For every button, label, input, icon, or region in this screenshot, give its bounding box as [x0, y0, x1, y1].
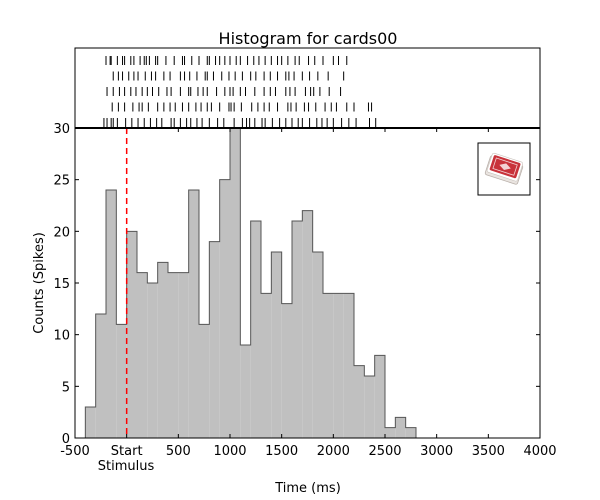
histogram-bar-5 [137, 272, 148, 438]
y-tick-label-1: 5 [62, 380, 70, 395]
histogram-bar-15 [240, 345, 251, 438]
x-tick-label-4: 1500 [265, 444, 298, 459]
histogram-bar-25 [343, 293, 354, 438]
histogram-bar-10 [188, 190, 199, 438]
histogram-bar-8 [168, 272, 179, 438]
histogram-bar-27 [364, 376, 375, 438]
histogram-bar-29 [385, 427, 396, 438]
histogram-bar-23 [323, 293, 334, 438]
y-tick-label-3: 15 [53, 277, 70, 292]
spike-raster [103, 56, 377, 127]
x-axis-ticks: -500 Start 500 1000 1500 2000 2500 3000 3500 4000 [60, 128, 557, 459]
histogram-bar-31 [405, 427, 416, 438]
histogram-bar-0 [85, 407, 96, 438]
histogram-bar-12 [209, 241, 220, 438]
histogram-bar-28 [374, 355, 385, 438]
histogram-bar-11 [199, 324, 210, 438]
histogram-bar-18 [271, 252, 282, 438]
y-tick-label-0: 0 [62, 432, 70, 447]
y-tick-label-4: 20 [53, 225, 70, 240]
histogram-bar-17 [261, 293, 272, 438]
x-tick-label-3: 1000 [213, 444, 246, 459]
x-tick-label-7: 3000 [420, 444, 453, 459]
chart-title: Histogram for cards00 [219, 29, 398, 48]
inset-image [477, 142, 531, 196]
x-tick-label-1: Start [111, 444, 143, 459]
histogram-bar-7 [157, 262, 168, 438]
raster-panel [74, 47, 541, 129]
histogram-bar-6 [147, 283, 158, 438]
histogram-bar-16 [250, 221, 261, 438]
histogram-bar-9 [178, 272, 189, 438]
y-axis-ticks: 0 5 10 15 20 25 30 [53, 122, 540, 447]
histogram-bar-22 [312, 252, 323, 438]
histogram-bar-19 [281, 303, 292, 438]
histogram-bar-13 [219, 179, 230, 438]
x-tick-label-5: 2000 [317, 444, 350, 459]
x-tick-label-9: 4000 [523, 444, 556, 459]
histogram-bar-20 [292, 221, 303, 438]
histogram-bar-2 [106, 190, 117, 438]
histogram-bar-26 [354, 365, 365, 438]
histogram-bar-3 [116, 324, 127, 438]
x-tick-label-0: -500 [60, 444, 90, 459]
x-tick-label-6: 2500 [368, 444, 401, 459]
stimulus-label: Stimulus [98, 459, 155, 474]
histogram-bar-30 [395, 417, 406, 438]
histogram-bar-24 [333, 293, 344, 438]
y-axis-label: Counts (Spikes) [32, 232, 47, 334]
histogram-bars [84, 127, 417, 438]
x-axis-label: Time (ms) [274, 481, 341, 496]
histogram-bar-4 [126, 231, 137, 438]
histogram-bar-21 [302, 210, 313, 438]
y-tick-label-6: 30 [53, 122, 70, 137]
y-tick-label-5: 25 [53, 174, 70, 189]
playing-cards-icon [484, 152, 524, 185]
histogram-outline [84, 127, 417, 438]
x-tick-label-2: 500 [166, 444, 191, 459]
histogram-bar-14 [230, 128, 241, 438]
histogram-bar-1 [95, 314, 106, 438]
y-tick-label-2: 10 [53, 329, 70, 344]
x-tick-label-8: 3500 [472, 444, 505, 459]
